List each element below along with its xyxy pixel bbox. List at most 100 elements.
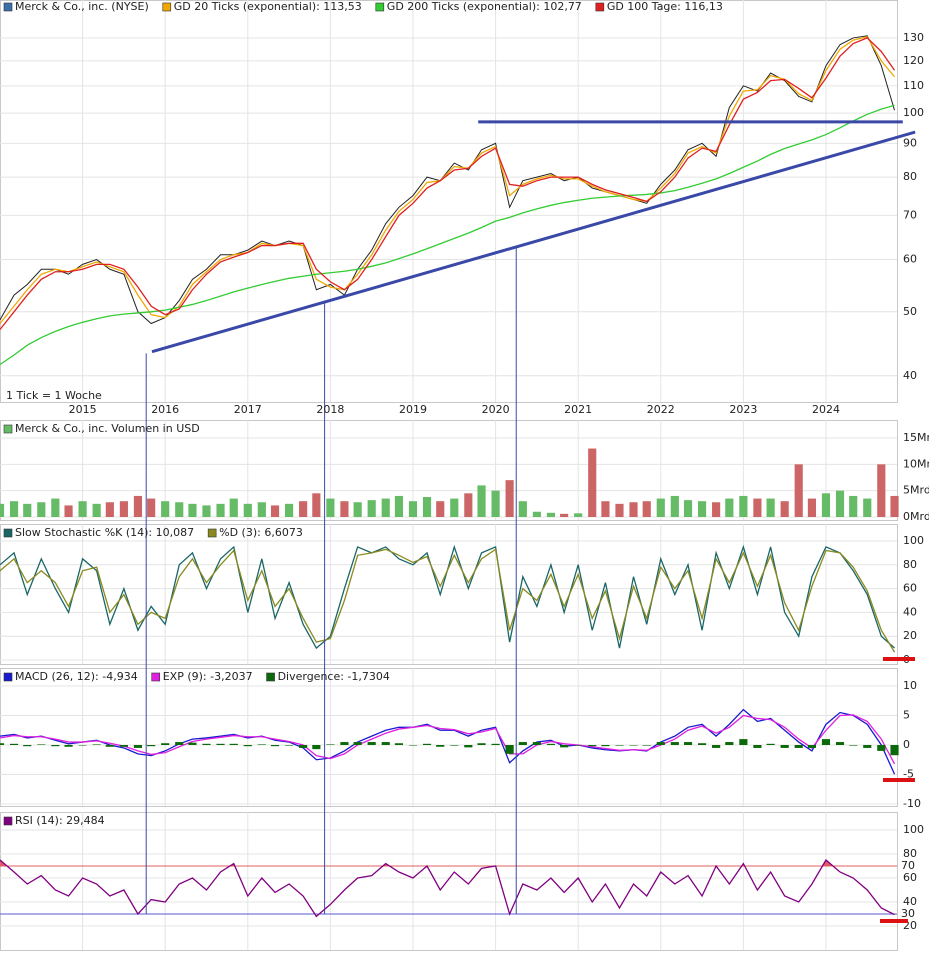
bar xyxy=(546,512,555,517)
y-tick-label: 100 xyxy=(903,823,924,836)
bar xyxy=(849,495,858,517)
bar xyxy=(574,745,583,746)
y-tick-label: 15Mrd xyxy=(903,431,929,444)
bar xyxy=(394,495,404,517)
bar xyxy=(588,448,597,517)
legend-label: GD 20 Ticks (exponential): 113,53 xyxy=(174,0,362,13)
y-tick-label: 80 xyxy=(903,558,917,571)
x-tick-label: 2016 xyxy=(151,403,179,416)
y-tick-label: 60 xyxy=(903,582,917,595)
bar xyxy=(119,501,128,517)
bar xyxy=(863,498,872,517)
bar xyxy=(683,742,693,745)
bar xyxy=(422,743,432,745)
bar xyxy=(270,505,280,517)
y-tick-label: -10 xyxy=(903,797,921,810)
legend-label: GD 200 Ticks (exponential): 102,77 xyxy=(387,0,582,13)
series-line xyxy=(0,37,896,330)
bar xyxy=(863,745,872,748)
bar xyxy=(147,745,156,747)
bar xyxy=(161,501,170,517)
bar xyxy=(491,490,500,517)
bar xyxy=(491,743,500,745)
bar xyxy=(670,495,679,517)
bar xyxy=(161,743,170,745)
reference-label: 70 xyxy=(901,859,915,872)
y-tick-label: 110 xyxy=(903,79,924,92)
bar xyxy=(877,745,886,751)
bar xyxy=(270,745,280,747)
bar xyxy=(807,745,817,748)
bar xyxy=(588,745,597,747)
bar xyxy=(436,501,445,517)
y-tick-label: 60 xyxy=(903,253,917,266)
bar xyxy=(477,743,486,745)
bar xyxy=(408,501,418,517)
bar xyxy=(766,498,775,517)
bar xyxy=(532,742,541,745)
bar xyxy=(23,745,32,747)
bar xyxy=(807,498,817,517)
bar xyxy=(821,493,831,517)
legend-swatch xyxy=(3,528,13,538)
legend-swatch xyxy=(162,2,172,12)
bar xyxy=(312,493,321,517)
bar xyxy=(257,502,266,517)
bar xyxy=(725,742,734,745)
bar xyxy=(147,498,156,517)
bar xyxy=(188,503,197,517)
x-tick-label: 2024 xyxy=(812,403,840,416)
y-tick-label: 80 xyxy=(903,170,917,183)
legend-swatch xyxy=(3,424,13,434)
y-tick-label: 60 xyxy=(903,871,917,884)
x-tick-label: 2017 xyxy=(234,403,262,416)
bar xyxy=(670,742,679,745)
series-line xyxy=(0,714,896,765)
bar xyxy=(794,464,803,517)
bar xyxy=(381,742,390,745)
bar xyxy=(505,480,514,517)
y-tick-label: -5 xyxy=(903,768,914,781)
y-tick-label: 10 xyxy=(903,679,917,692)
bar xyxy=(243,503,252,517)
bar xyxy=(326,498,335,517)
bar xyxy=(381,498,390,517)
panel-frame xyxy=(0,812,898,951)
bar xyxy=(477,485,486,517)
bar xyxy=(450,498,459,517)
bar xyxy=(753,745,762,748)
bar xyxy=(697,743,707,745)
bar xyxy=(436,745,445,747)
bar xyxy=(353,502,362,517)
legend-swatch xyxy=(3,2,13,12)
bar xyxy=(285,745,294,746)
bar xyxy=(450,745,459,746)
bar xyxy=(505,745,514,754)
bar xyxy=(175,502,184,517)
bar xyxy=(394,743,404,745)
legend-label: EXP (9): -3,2037 xyxy=(163,670,253,683)
series-line xyxy=(0,104,895,366)
bar xyxy=(642,745,651,746)
bar xyxy=(697,501,707,517)
bar xyxy=(656,742,665,745)
bar xyxy=(464,745,473,748)
bar xyxy=(257,744,266,745)
bar xyxy=(340,501,349,517)
bar xyxy=(821,739,831,745)
note: 1 Tick = 1 Woche xyxy=(6,389,102,402)
bar xyxy=(92,503,101,517)
bar xyxy=(23,503,32,517)
legend-swatch xyxy=(151,672,161,682)
legend-label: %D (3): 6,6073 xyxy=(219,526,303,539)
bar xyxy=(890,495,899,517)
legend-label: MACD (26, 12): -4,934 xyxy=(15,670,138,683)
bar xyxy=(243,745,252,747)
bar xyxy=(299,501,308,517)
bar xyxy=(9,501,19,517)
y-tick-label: 70 xyxy=(903,208,917,221)
bar xyxy=(312,745,321,750)
bar xyxy=(353,742,362,745)
